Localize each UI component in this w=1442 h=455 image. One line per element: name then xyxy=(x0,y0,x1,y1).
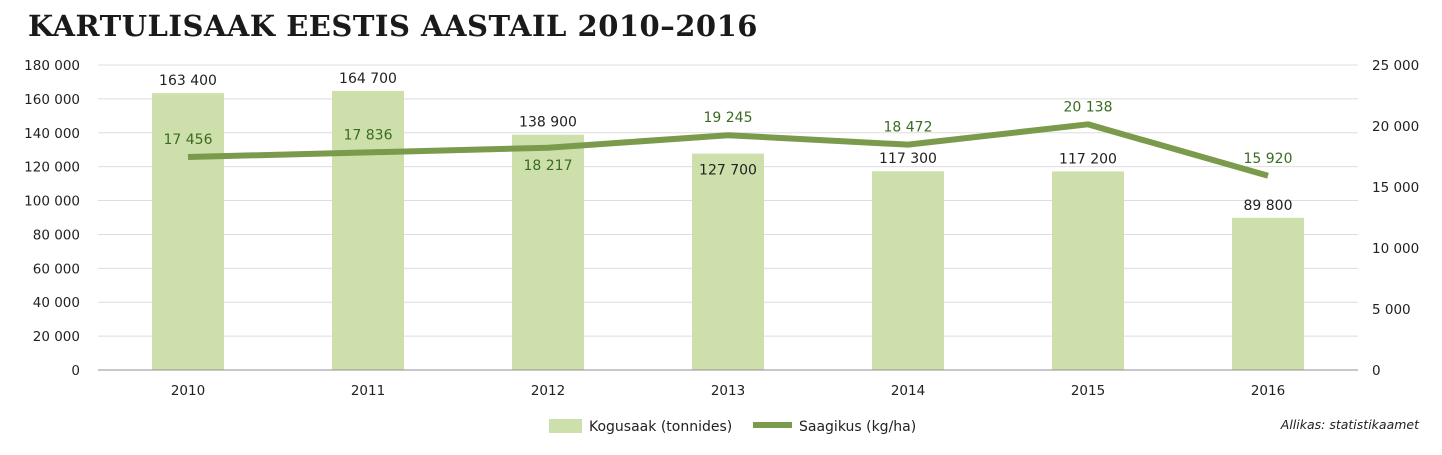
bar-value-label: 127 700 xyxy=(699,163,757,179)
y-right-tick-label: 5 000 xyxy=(1372,302,1411,318)
bar xyxy=(872,171,944,370)
y-left-tick-label: 80 000 xyxy=(33,227,80,243)
x-tick-label: 2010 xyxy=(171,383,205,399)
y-left-tick-label: 20 000 xyxy=(33,329,80,345)
legend-line-label: Saagikus (kg/ha) xyxy=(799,419,916,435)
bar-value-label: 117 300 xyxy=(879,151,937,167)
bar-value-label: 138 900 xyxy=(519,115,577,131)
legend: Kogusaak (tonnides) Saagikus (kg/ha) xyxy=(549,419,916,435)
source-note: Allikas: statistikaamet xyxy=(1280,417,1419,432)
bar-value-label: 163 400 xyxy=(159,73,217,89)
legend-line-swatch xyxy=(753,422,792,428)
chart-title: KARTULISAAK EESTIS AASTAIL 2010–2016 xyxy=(28,9,758,43)
y-left-tick-label: 40 000 xyxy=(33,295,80,311)
bar-value-label: 89 800 xyxy=(1244,198,1293,214)
y-left-tick-label: 140 000 xyxy=(24,126,80,142)
data-labels: 163 400 164 700 138 900 127 700 117 300 117 2… xyxy=(159,71,1292,214)
line-value-label: 20 138 xyxy=(1064,99,1113,115)
bar xyxy=(332,90,404,371)
x-tick-label: 2015 xyxy=(1071,383,1105,399)
line-value-label: 19 245 xyxy=(704,110,753,126)
axes: 0 20 000 40 000 60 000 80 000 100 000 120 000 1… xyxy=(24,58,1419,399)
y-right-tick-label: 25 000 xyxy=(1372,58,1419,74)
y-left-tick-label: 160 000 xyxy=(24,92,80,108)
line-series xyxy=(187,121,1269,179)
bar xyxy=(1052,171,1124,370)
line-value-label: 18 472 xyxy=(884,120,933,136)
line-value-label: 15 920 xyxy=(1244,151,1293,167)
y-right-tick-label: 20 000 xyxy=(1372,119,1419,135)
x-tick-label: 2016 xyxy=(1251,383,1285,399)
bar xyxy=(512,134,584,370)
bar xyxy=(1232,217,1304,370)
bar xyxy=(692,153,764,370)
y-left-tick-label: 60 000 xyxy=(33,261,80,277)
y-left-tick-label: 0 xyxy=(71,363,80,379)
legend-bar-label: Kogusaak (tonnides) xyxy=(589,419,732,435)
y-left-tick-label: 100 000 xyxy=(24,194,80,210)
x-tick-label: 2012 xyxy=(531,383,565,399)
line-value-label: 17 836 xyxy=(344,127,393,143)
legend-bar-swatch xyxy=(549,419,582,433)
x-tick-label: 2013 xyxy=(711,383,745,399)
bar-value-label: 117 200 xyxy=(1059,151,1117,167)
line-value-label: 17 456 xyxy=(164,132,213,148)
y-right-tick-label: 15 000 xyxy=(1372,180,1419,196)
y-right-tick-label: 0 xyxy=(1372,363,1381,379)
bar-series xyxy=(152,90,1304,371)
y-left-tick-label: 180 000 xyxy=(24,58,80,74)
bar-value-label: 164 700 xyxy=(339,71,397,87)
bar xyxy=(152,93,224,370)
y-left-tick-label: 120 000 xyxy=(24,160,80,176)
y-right-tick-label: 10 000 xyxy=(1372,241,1419,257)
x-tick-label: 2014 xyxy=(891,383,925,399)
x-tick-label: 2011 xyxy=(351,383,385,399)
line-value-label: 18 217 xyxy=(524,158,573,174)
